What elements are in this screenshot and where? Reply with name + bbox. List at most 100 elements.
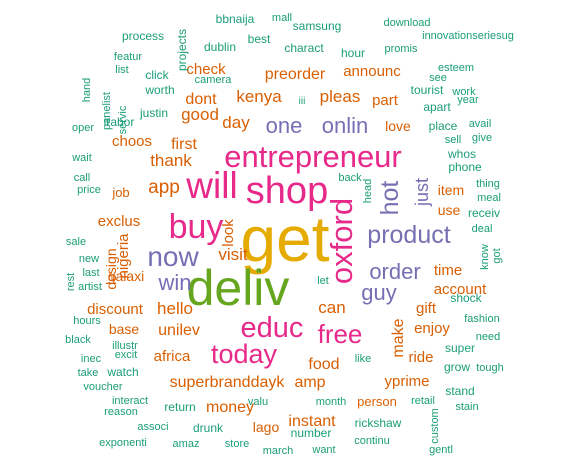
- cloud-word: voucher: [83, 381, 122, 393]
- cloud-word: oxford: [324, 198, 359, 284]
- cloud-word: educ: [241, 312, 304, 344]
- cloud-word: sell: [445, 134, 462, 146]
- cloud-word: sale: [66, 236, 86, 248]
- cloud-word: first: [171, 136, 197, 153]
- cloud-word: buy: [169, 208, 224, 246]
- cloud-word: superbranddayk: [170, 374, 286, 391]
- cloud-word: retail: [411, 395, 435, 407]
- cloud-word: got: [491, 248, 503, 263]
- cloud-word: time: [434, 262, 462, 279]
- cloud-word: new: [79, 253, 99, 265]
- cloud-word: list: [115, 64, 128, 76]
- cloud-word: download: [383, 17, 430, 29]
- cloud-word: good: [181, 105, 219, 124]
- cloud-word: design: [103, 248, 119, 289]
- cloud-word: continu: [354, 435, 389, 447]
- cloud-word: enjoy: [414, 320, 450, 337]
- cloud-word: gentl: [429, 444, 453, 456]
- cloud-word: month: [316, 396, 347, 408]
- cloud-word: need: [476, 331, 500, 343]
- cloud-word: win: [157, 270, 191, 295]
- cloud-word: super: [445, 341, 475, 355]
- cloud-word: interact: [112, 395, 148, 407]
- cloud-word: price: [77, 184, 101, 196]
- cloud-word: hour: [341, 46, 365, 60]
- cloud-word: want: [311, 444, 335, 456]
- cloud-word: let: [317, 275, 329, 287]
- cloud-word: get: [241, 203, 330, 275]
- cloud-word: drunk: [193, 421, 224, 435]
- cloud-word: amaz: [173, 438, 200, 450]
- cloud-word: one: [266, 113, 303, 138]
- cloud-word: thing: [476, 178, 500, 190]
- cloud-word: shock: [450, 291, 482, 305]
- cloud-word: number: [291, 426, 332, 440]
- cloud-word: tough: [476, 362, 504, 374]
- cloud-word: like: [355, 353, 372, 365]
- cloud-word: product: [367, 221, 450, 249]
- cloud-word: camera: [195, 74, 233, 86]
- cloud-word: tourist: [411, 83, 444, 97]
- cloud-word: entrepreneur: [224, 139, 402, 174]
- cloud-word: lago: [253, 419, 280, 435]
- cloud-word: unilev: [158, 322, 200, 339]
- cloud-word: panelist: [101, 92, 113, 130]
- cloud-word: visit: [218, 245, 248, 264]
- cloud-word: just: [412, 178, 432, 207]
- cloud-word: watch: [106, 365, 138, 379]
- cloud-word: bbnaija: [216, 12, 255, 26]
- cloud-word: galaxi: [108, 268, 145, 284]
- cloud-word: give: [472, 132, 492, 144]
- cloud-word: instant: [288, 413, 336, 430]
- cloud-word: back: [338, 172, 362, 184]
- cloud-word: custom: [429, 408, 441, 443]
- cloud-word: part: [372, 92, 399, 109]
- cloud-word: receiv: [468, 206, 500, 220]
- cloud-word: guy: [361, 280, 396, 305]
- cloud-word: stain: [455, 401, 478, 413]
- cloud-word: black: [65, 334, 91, 346]
- cloud-word: featur: [114, 51, 142, 63]
- cloud-word: valu: [248, 396, 268, 408]
- cloud-word: return: [164, 400, 195, 414]
- cloud-word: hand: [81, 78, 93, 102]
- cloud-word: africa: [154, 348, 191, 365]
- cloud-word: irabor: [104, 115, 135, 129]
- cloud-word: innovationseriesug: [422, 30, 514, 42]
- cloud-word: work: [451, 86, 476, 98]
- cloud-word: place: [429, 119, 458, 133]
- cloud-word: money: [206, 399, 254, 416]
- cloud-word: apart: [423, 100, 451, 114]
- cloud-word: take: [78, 367, 99, 379]
- cloud-word: process: [122, 29, 164, 43]
- cloud-word: click: [145, 68, 169, 82]
- cloud-word: thank: [150, 151, 192, 170]
- cloud-word: choos: [112, 133, 152, 150]
- cloud-word: hours: [73, 315, 101, 327]
- cloud-word: amp: [294, 374, 325, 391]
- cloud-word: exclus: [98, 213, 141, 230]
- cloud-word: oper: [72, 122, 94, 134]
- cloud-word: iii: [299, 96, 306, 107]
- cloud-word: love: [385, 118, 411, 134]
- cloud-word: hello: [157, 299, 193, 318]
- cloud-word: hot: [376, 181, 404, 216]
- cloud-word: gift: [416, 300, 437, 317]
- cloud-word: pleas: [320, 87, 361, 106]
- cloud-word: check: [186, 61, 226, 78]
- cloud-word: app: [148, 177, 180, 198]
- cloud-word: reason: [104, 406, 138, 418]
- cloud-word: now: [147, 241, 199, 272]
- cloud-word: call: [74, 172, 91, 184]
- cloud-word: free: [318, 319, 363, 349]
- cloud-word: dublin: [204, 40, 236, 54]
- cloud-word: see: [429, 72, 447, 84]
- cloud-word: food: [308, 356, 339, 373]
- cloud-word: charact: [284, 41, 324, 55]
- cloud-word: can: [318, 298, 345, 317]
- cloud-word: today: [211, 339, 278, 369]
- cloud-word: kenya: [236, 87, 282, 106]
- cloud-word: phone: [448, 160, 482, 174]
- cloud-word: dont: [185, 91, 217, 108]
